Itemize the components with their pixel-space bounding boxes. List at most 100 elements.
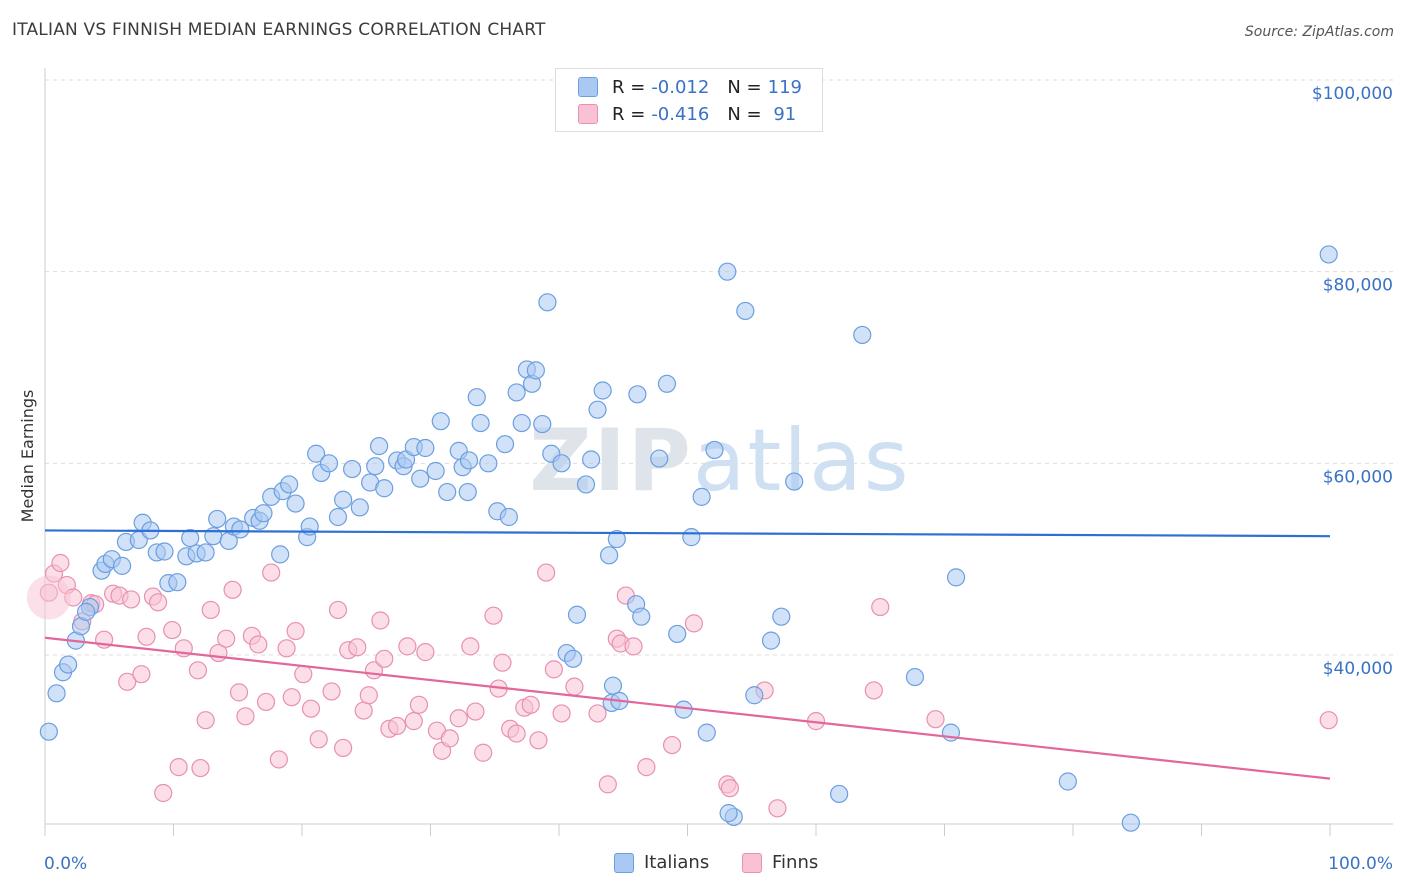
finn-point [229,683,249,702]
italian-point [458,482,477,502]
finns-trend-line [44,636,1331,780]
chart-title: ITALIAN VS FINNISH MEDIAN EARNINGS CORRE… [12,20,546,40]
finn-point [163,620,182,640]
italian-point [319,454,339,473]
bottom-legend-swatch-finns [742,852,762,873]
italian-point [280,475,299,494]
italian-point [286,494,305,513]
finn-point [154,783,173,803]
italian-point [526,361,545,380]
italian-point [366,457,385,476]
finn-point [662,735,682,755]
italian-point [905,667,925,687]
finn-point [201,600,220,620]
italian-point [479,454,498,473]
finn-point [277,639,296,658]
italian-point [682,528,701,547]
italian-point [719,804,738,823]
finn-point [552,704,571,723]
watermark: ZIPatlas [529,411,910,511]
italian-point [47,684,66,703]
legend-row-italians: R = -0.012 N = 119 [578,74,802,100]
finn-point [137,627,156,646]
italian-point [1319,245,1338,264]
italian-point [77,602,96,621]
finn-point [359,686,378,705]
legend-r-value-italians: -0.012 [651,76,710,98]
finn-point [121,590,141,609]
italian-point [307,444,326,463]
italian-point [254,504,273,523]
italian-point [552,454,571,473]
italian-point [411,469,430,488]
italians-trend-line [44,529,1331,538]
finn-point [249,635,268,654]
finn-point [768,799,787,818]
finn-point [269,750,288,769]
y-axis-title: Median Earnings [18,390,37,523]
finn-point [1319,711,1338,730]
finn-point [588,704,607,723]
finn-point [132,665,151,684]
italian-point [1121,813,1140,832]
italian-point [600,546,619,565]
italians-points [39,245,1338,832]
finn-point [282,688,301,707]
italian-point [538,293,557,312]
finn-point [461,637,480,656]
italian-point [168,573,187,592]
bottom-legend-italians: Italians [614,852,709,873]
finn-point [354,701,373,720]
finn-point [223,580,242,599]
italian-point [745,686,764,705]
legend-n-value-italians: 119 [767,76,802,98]
italian-point [438,482,457,502]
italian-point [582,450,601,469]
italian-point [328,507,348,527]
finn-point [404,712,423,731]
italian-point [343,459,362,479]
finn-point [328,600,348,620]
italian-point [853,325,872,345]
finn-point [217,629,236,648]
finn-point [684,614,704,633]
legend-swatch-italians [578,77,598,97]
bottom-legend-label-finns: Finns [772,852,819,873]
finn-point [529,731,548,750]
italian-point [467,388,486,407]
italian-point [431,412,450,431]
x-tick-label-min: 0.0% [44,854,87,874]
x-tick-label-max: 100.0% [1328,854,1393,874]
italian-point [499,507,518,527]
finn-point [926,710,945,729]
finn-point [286,621,305,641]
italian-point [196,543,215,562]
y-tick-label: $100,000 [1312,84,1393,104]
legend-n-label: N = [727,103,762,125]
italian-point [692,487,711,506]
italian-point [705,440,724,460]
italian-point [39,722,58,741]
italian-point [632,607,651,626]
finn-point [484,606,503,625]
legend-swatch-finns [578,104,598,124]
finn-point [387,716,407,736]
italian-point [946,568,966,587]
italian-point [718,262,737,281]
italian-point [112,556,132,575]
bottom-legend-label-italians: Italians [644,852,710,873]
finn-point [51,553,70,573]
finn-point [720,779,740,798]
italian-point [657,374,677,393]
italian-point [471,413,490,433]
y-tick-label: $80,000 [1323,276,1393,296]
legend-n-label: N = [727,76,762,98]
italian-point [59,655,78,674]
finn-point [521,695,540,714]
italian-point [567,605,587,624]
finn-point [637,758,656,777]
italian-point [426,461,445,481]
italian-point [736,301,755,321]
italian-point [1058,772,1077,791]
